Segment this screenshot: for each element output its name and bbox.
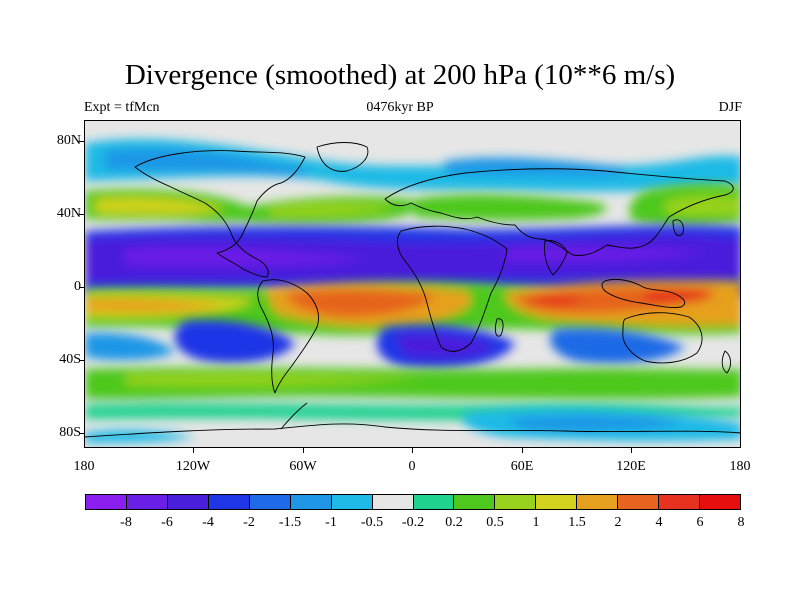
coast-india [544, 240, 568, 276]
color-legend-label: -0.5 [360, 515, 384, 530]
color-legend-label: 6 [696, 515, 704, 530]
lat-tick-80s: 80S [59, 425, 81, 440]
lat-tickmark [79, 433, 84, 434]
color-legend-box [249, 495, 291, 509]
lat-tick-80n: 80N [56, 133, 81, 148]
coast-antarctic-peninsula [280, 402, 308, 430]
color-legend-label: 8 [737, 515, 745, 530]
color-legend-label: 0.5 [486, 515, 504, 530]
coast-madagascar [494, 318, 504, 337]
lat-tick-0: 0 [74, 279, 81, 294]
coast-south-america [257, 279, 319, 394]
lon-tickmark [631, 448, 632, 453]
color-legend-label: -0.2 [401, 515, 425, 530]
coast-antarctica [85, 423, 740, 438]
color-legend-box [700, 495, 740, 509]
subtropical-convergence-band [85, 225, 740, 298]
color-legend-box [167, 495, 209, 509]
coast-maritime-continent [601, 278, 686, 308]
color-legend-label: 1.5 [568, 515, 586, 530]
lat-tickmark [79, 360, 84, 361]
color-legend-label: -1.5 [278, 515, 302, 530]
southern-convergence-field [85, 320, 685, 369]
lon-tickmark [193, 448, 194, 453]
coastlines [85, 142, 740, 438]
color-legend-box [86, 495, 127, 509]
lat-tickmark [79, 214, 84, 215]
color-legend-label: -1 [325, 515, 337, 530]
color-legend-box [290, 495, 332, 509]
north-divergence-band [85, 183, 740, 226]
lon-tickmark [522, 448, 523, 453]
north-mid-lat-field [85, 139, 740, 192]
lon-tickmark [412, 448, 413, 453]
divergence-map [84, 120, 741, 448]
coast-japan [672, 219, 684, 237]
color-legend-label: 1 [532, 515, 540, 530]
coast-new-zealand [721, 350, 732, 374]
color-legend-label: 0.2 [445, 515, 463, 530]
plot-title: Divergence (smoothed) at 200 hPa (10**6 … [124, 59, 676, 91]
lon-tick-180w: 180 [73, 459, 95, 474]
antarctic-convergence-field [85, 407, 740, 443]
color-legend-bar [85, 494, 741, 510]
lon-tick-60e: 60E [510, 459, 534, 474]
coast-africa [397, 225, 508, 352]
color-legend-box [495, 495, 537, 509]
color-legend-box [454, 495, 496, 509]
color-legend-box [372, 495, 414, 509]
lon-tick-120w: 120W [175, 459, 211, 474]
color-legend-label: 4 [655, 515, 663, 530]
color-legend-box [331, 495, 373, 509]
color-legend-box [413, 495, 455, 509]
lon-tick-60w: 60W [289, 459, 317, 474]
lat-tick-40n: 40N [56, 206, 81, 221]
color-legend-box [126, 495, 168, 509]
lon-tick-120e: 120E [616, 459, 646, 474]
color-legend-box [577, 495, 619, 509]
coast-north-america [134, 150, 306, 278]
lon-tick-0: 0 [408, 459, 416, 474]
equatorial-divergence-band [85, 280, 740, 336]
color-legend-label: -2 [243, 515, 255, 530]
color-legend-label: -4 [202, 515, 214, 530]
time-label: 0476kyr BP [366, 100, 434, 115]
color-legend-box [208, 495, 250, 509]
coast-europe-asia [384, 168, 734, 256]
season-label: DJF [718, 100, 742, 115]
color-legend-box [618, 495, 660, 509]
color-legend-label: -8 [120, 515, 132, 530]
coast-greenland [316, 142, 369, 172]
lat-tickmark [79, 287, 84, 288]
lat-tick-40s: 40S [59, 352, 81, 367]
lon-tick-180e: 180 [729, 459, 751, 474]
color-legend-box [659, 495, 701, 509]
color-legend-label: -6 [161, 515, 173, 530]
experiment-label: Expt = tfMcn [84, 100, 160, 115]
coast-australia [622, 312, 703, 364]
lat-tickmark [79, 141, 84, 142]
color-legend-box [536, 495, 578, 509]
color-legend-label: 2 [614, 515, 622, 530]
lon-tickmark [303, 448, 304, 453]
